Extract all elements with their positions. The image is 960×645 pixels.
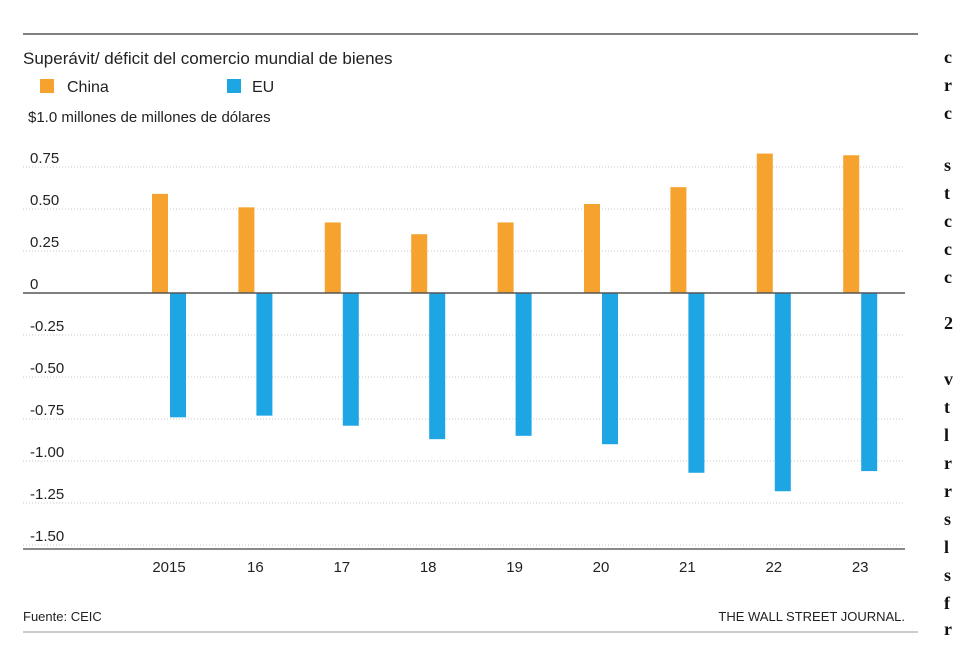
chart-title: Superávit/ déficit del comercio mundial … [23,49,392,68]
side-text-fragment: r [944,481,952,501]
x-tick-label: 16 [247,559,264,576]
legend-label-china: China [67,79,109,96]
side-text-fragment: c [944,211,952,231]
y-tick-label: -1.00 [30,444,64,461]
bar-eu-2015 [170,293,186,418]
side-text-fragment: v [944,369,953,389]
unit-label: $1.0 millones de millones de dólares [28,109,271,126]
publisher-credit: THE WALL STREET JOURNAL. [718,609,905,624]
bar-china-19 [497,222,514,293]
side-text-fragment: f [944,593,950,613]
side-text-fragment: c [944,267,952,287]
bar-china-22 [756,153,773,293]
bar-china-16 [238,207,255,293]
x-tick-label: 23 [852,559,869,576]
bar-china-20 [584,203,600,293]
y-tick-label: -1.25 [30,486,64,503]
y-tick-labels: 0.75 0.50 0.25 0 -0.25 -0.50 -0.75 -1.00 -1.25 -1… [30,150,64,545]
legend-swatch-china [40,79,54,93]
y-tick-label: 0.75 [30,150,59,167]
y-tick-label: -0.75 [30,402,64,419]
side-text-fragment: c [944,239,952,259]
side-text-fragment: t [944,397,950,417]
legend-label-eu: EU [252,79,274,96]
bar-eu-20 [602,293,618,445]
y-tick-label: 0.50 [30,192,59,209]
x-tick-label: 17 [333,559,350,576]
side-text-fragment: 2 [944,313,953,333]
x-tick-labels: 2015 16 17 18 19 20 21 22 23 [152,559,868,576]
bar-china-21 [670,187,687,293]
bar-china-18 [411,234,428,293]
source-note: Fuente: CEIC [23,609,102,624]
side-text-fragment: c [944,47,952,67]
y-tick-label: -0.50 [30,360,64,377]
bar-china-23 [843,155,860,293]
y-tick-label: -0.25 [30,318,64,335]
legend-swatch-eu [227,79,241,93]
x-tick-label: 21 [679,559,696,576]
side-text-fragment: t [944,183,950,203]
x-tick-label: 19 [506,559,523,576]
x-tick-label: 20 [593,559,610,576]
side-text-fragment: s [944,509,952,529]
bar-eu-21 [688,293,705,473]
bar-eu-18 [429,293,446,440]
side-text-fragment: r [944,75,952,95]
side-text-fragment: l [944,425,950,445]
x-tick-label: 18 [420,559,437,576]
bar-china-2015 [152,193,168,293]
side-text-fragment: l [944,537,950,557]
bar-eu-19 [515,293,532,436]
x-tick-label: 2015 [152,559,185,576]
side-text-fragment: r [944,619,952,639]
y-tick-label: 0 [30,276,38,293]
bar-china-17 [324,222,341,293]
x-tick-label: 22 [765,559,782,576]
side-text-fragment: s [944,565,952,585]
bar-eu-23 [861,293,878,472]
bar-layer [152,153,878,492]
side-text-fragment: c [944,103,952,123]
side-text-fragment: s [944,155,952,175]
bar-eu-17 [342,293,359,426]
y-tick-label: 0.25 [30,234,59,251]
bar-eu-22 [774,293,791,492]
y-tick-label: -1.50 [30,528,64,545]
bar-eu-16 [256,293,273,416]
side-text-fragment: r [944,453,952,473]
